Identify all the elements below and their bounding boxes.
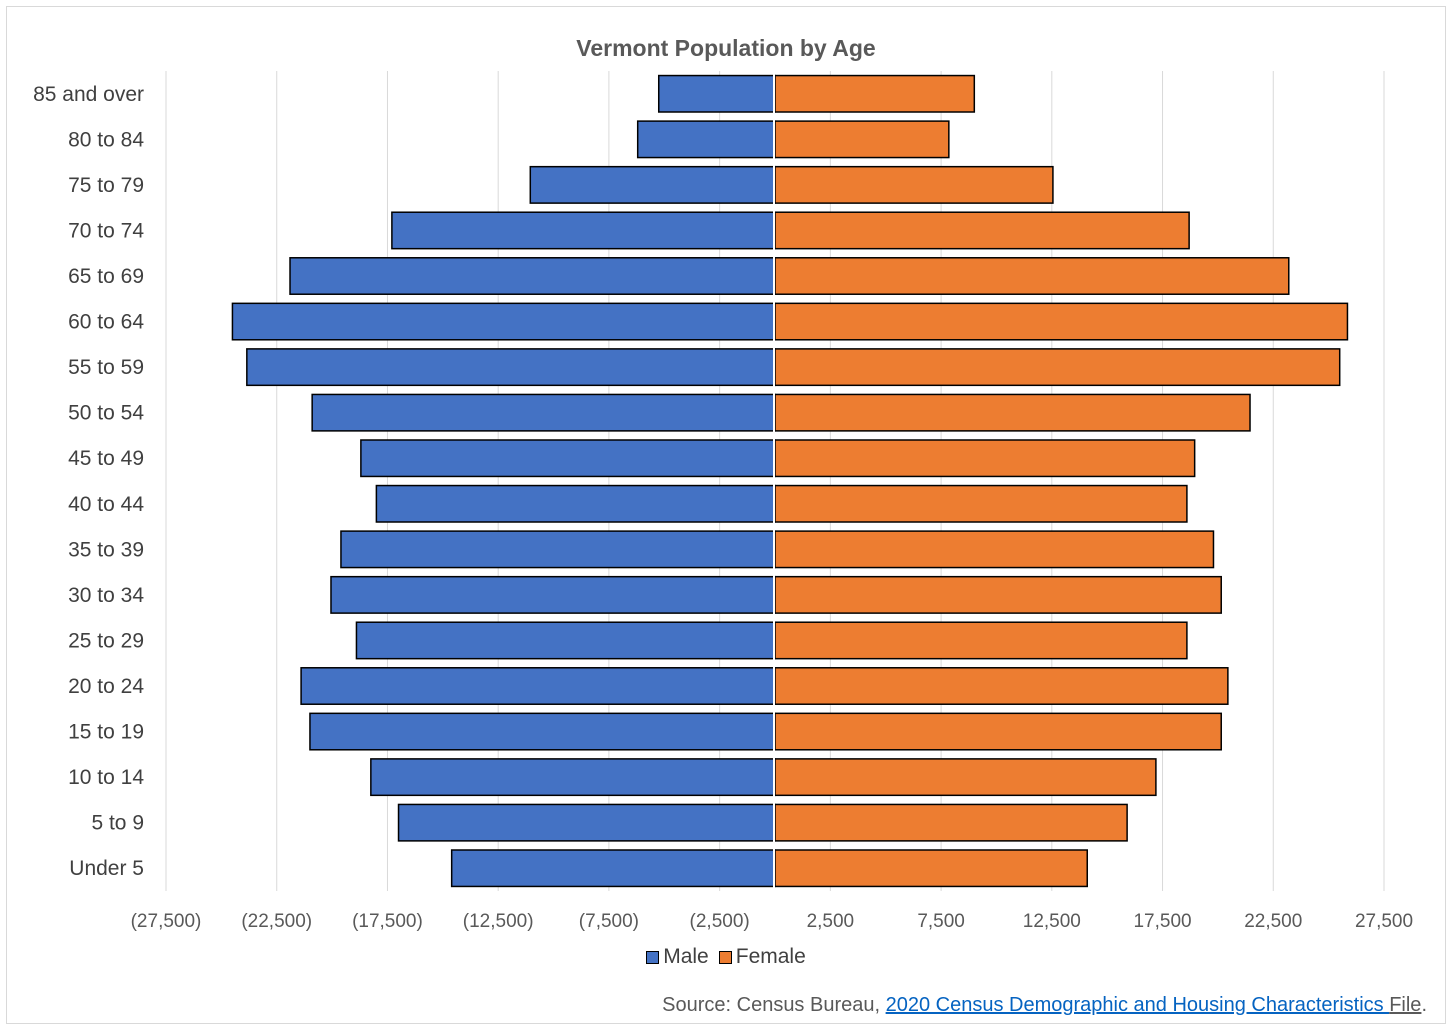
bar-female bbox=[774, 849, 1089, 888]
category-label: 65 to 69 bbox=[68, 265, 144, 288]
category-label: 35 to 39 bbox=[68, 538, 144, 561]
bar-female bbox=[774, 621, 1188, 660]
bar-female bbox=[774, 758, 1157, 797]
category-label: 70 to 74 bbox=[68, 219, 144, 242]
bar-male bbox=[300, 667, 776, 705]
category-labels: Under 5 5 to 9 10 to 14 15 to 19 20 to 24 25 … bbox=[33, 83, 144, 880]
bar-male bbox=[231, 302, 776, 341]
bar-female bbox=[774, 439, 1196, 478]
category-label: 40 to 44 bbox=[68, 493, 144, 516]
bar-male bbox=[311, 393, 776, 432]
category-label: 5 to 9 bbox=[91, 812, 144, 835]
x-tick-label: (2,500) bbox=[690, 911, 750, 932]
bar-female bbox=[774, 803, 1128, 842]
bar-male bbox=[355, 621, 776, 660]
legend-swatch-female bbox=[718, 950, 732, 964]
category-label: 45 to 49 bbox=[68, 447, 144, 470]
category-label: 25 to 29 bbox=[68, 629, 144, 652]
bar-female bbox=[774, 484, 1188, 523]
x-tick-label: (12,500) bbox=[463, 911, 534, 932]
bar-female bbox=[774, 165, 1054, 204]
category-label: 50 to 54 bbox=[68, 402, 144, 425]
source-link[interactable]: 2020 Census Demographic and Housing Char… bbox=[885, 994, 1390, 1016]
bar-male bbox=[340, 530, 776, 569]
source-file-word: File bbox=[1389, 994, 1422, 1016]
chart-plot: Under 5 5 to 9 10 to 14 15 to 19 20 to 24 25 … bbox=[33, 71, 1413, 932]
bar-female bbox=[774, 712, 1222, 751]
bar-female bbox=[774, 74, 976, 113]
grid-lines bbox=[165, 71, 1385, 891]
source-period: . bbox=[1421, 994, 1427, 1016]
legend-item-male: Male bbox=[646, 945, 709, 969]
x-tick-label: 2,500 bbox=[807, 911, 855, 932]
bar-male bbox=[529, 165, 776, 204]
x-tick-label: (17,500) bbox=[352, 911, 423, 932]
legend-label-male: Male bbox=[663, 945, 709, 968]
bar-male bbox=[391, 211, 776, 250]
category-label: 20 to 24 bbox=[68, 675, 144, 698]
x-tick-label: 22,500 bbox=[1244, 911, 1302, 932]
bar-female bbox=[774, 575, 1222, 614]
bar-male bbox=[636, 120, 776, 159]
bar-male bbox=[289, 257, 776, 295]
category-label: 75 to 79 bbox=[68, 174, 144, 197]
bar-female bbox=[774, 348, 1341, 387]
bar-male bbox=[330, 575, 776, 614]
bar-male bbox=[370, 758, 776, 797]
tick-labels: (27,500) (22,500) (17,500) (12,500) (7,500) (… bbox=[131, 911, 1413, 932]
x-tick-label: 27,500 bbox=[1355, 911, 1413, 932]
bar-male bbox=[397, 803, 776, 842]
bar-male bbox=[375, 484, 776, 523]
category-label: Under 5 bbox=[69, 857, 144, 880]
x-tick-label: (27,500) bbox=[131, 911, 202, 932]
bar-male bbox=[450, 849, 776, 888]
x-tick-label: (7,500) bbox=[579, 911, 639, 932]
category-label: 15 to 19 bbox=[68, 721, 144, 744]
source-note: Source: Census Bureau, 2020 Census Demog… bbox=[662, 994, 1427, 1017]
x-tick-label: 12,500 bbox=[1023, 911, 1081, 932]
x-tick-label: 7,500 bbox=[917, 911, 965, 932]
bar-female bbox=[774, 257, 1290, 295]
x-tick-label: (22,500) bbox=[241, 911, 312, 932]
category-label: 30 to 34 bbox=[68, 584, 144, 607]
legend-swatch-male bbox=[646, 950, 660, 964]
category-label: 60 to 64 bbox=[68, 311, 144, 334]
bar-female bbox=[774, 120, 950, 159]
bar-male bbox=[309, 712, 776, 751]
bars bbox=[231, 71, 1349, 891]
source-prefix: Source: Census Bureau, bbox=[662, 994, 886, 1016]
category-label: 85 and over bbox=[33, 83, 144, 106]
category-label: 10 to 14 bbox=[68, 766, 144, 789]
bar-female bbox=[774, 530, 1215, 569]
chart-frame: Vermont Population by Age Under 5 5 to 9 1… bbox=[6, 6, 1446, 1024]
category-label: 55 to 59 bbox=[68, 356, 144, 379]
bar-female bbox=[774, 302, 1349, 341]
bar-female bbox=[774, 667, 1229, 705]
legend-item-female: Female bbox=[718, 945, 806, 969]
bar-male bbox=[246, 348, 776, 387]
bar-male bbox=[657, 74, 776, 113]
bar-female bbox=[774, 393, 1251, 432]
bar-female bbox=[774, 211, 1190, 250]
bar-male bbox=[360, 439, 776, 478]
category-label: 80 to 84 bbox=[68, 128, 144, 151]
chart-title: Vermont Population by Age bbox=[576, 35, 876, 61]
legend-label-female: Female bbox=[735, 945, 806, 968]
x-tick-label: 17,500 bbox=[1133, 911, 1191, 932]
legend: Male Female bbox=[7, 945, 1445, 969]
